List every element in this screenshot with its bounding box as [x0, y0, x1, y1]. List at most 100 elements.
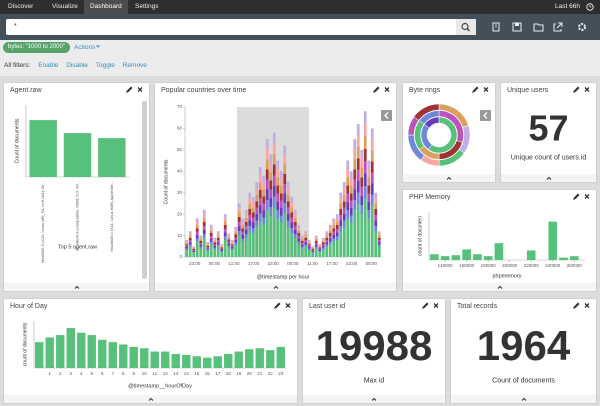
panel-icons[interactable]	[570, 299, 594, 313]
ring-segment	[424, 116, 440, 129]
x-axis-label: phpmemory	[492, 273, 521, 279]
y-axis-label: count of documen	[417, 216, 423, 256]
stacked-bar	[335, 214, 339, 257]
stacked-bar	[307, 239, 311, 257]
bar	[559, 257, 568, 260]
chevron	[74, 285, 79, 289]
chevron	[497, 285, 502, 289]
filter-link[interactable]: Disable	[66, 62, 88, 69]
x-axis-label: Top 5 agent.raw	[58, 244, 97, 250]
panel: Agent.raw Count of documents Top 5 agent.r…	[3, 82, 150, 292]
collapse-chevron	[74, 285, 79, 289]
panel-title: Popular countries over time	[161, 87, 247, 94]
stacked-bar	[304, 231, 308, 257]
filter-pill[interactable]: bytes: "1000 to 2000"	[3, 42, 70, 53]
bar	[98, 339, 107, 368]
close-icon	[285, 303, 291, 308]
stacked-bar	[370, 128, 374, 257]
filter-link[interactable]: Remove	[122, 62, 147, 69]
stacked-bar	[216, 231, 220, 257]
panel-icons[interactable]	[469, 83, 493, 97]
x-tick-label: 5	[90, 371, 93, 376]
panel-header: PHP Memory	[403, 190, 596, 204]
x-tick-label: 22	[268, 371, 274, 376]
x-tick-label: 21	[257, 371, 263, 376]
bar	[462, 249, 471, 260]
nav-tab[interactable]: Dashboard	[84, 0, 128, 14]
panel-body: 1964 Count of documents	[477, 322, 571, 384]
panel-icons[interactable]	[370, 83, 394, 97]
nav-tab[interactable]: Discover	[8, 3, 34, 10]
nav-tab[interactable]: Visualize	[52, 3, 78, 10]
close-icon	[433, 303, 439, 308]
close-icon	[584, 303, 590, 308]
x-tick-label: 05:00	[209, 261, 221, 266]
ring-segment	[413, 103, 440, 121]
x-tick-label: Mozilla/4.0 (compatible; MSIE 6.0; Wi...	[75, 181, 80, 251]
x-tick-label: 8	[122, 371, 125, 376]
bar	[473, 254, 482, 260]
edit-icon	[573, 86, 580, 93]
bar	[87, 335, 96, 368]
search-input[interactable]: *	[6, 19, 456, 35]
collapse-chevron	[371, 397, 377, 401]
stacked-bar	[220, 244, 224, 257]
filters-label: All filters:	[4, 62, 31, 69]
panel: Unique users 57 Unique count of users.id	[500, 82, 597, 183]
y-tick-label: 10	[177, 233, 183, 238]
panel-icons[interactable]	[123, 83, 147, 97]
legend-toggle	[381, 110, 392, 121]
bar	[77, 332, 86, 368]
close-icon	[137, 87, 143, 92]
x-tick-label: 6	[101, 371, 104, 376]
close-icon	[384, 87, 390, 92]
clock-icon[interactable]	[586, 3, 594, 11]
stacked-bar	[237, 203, 241, 257]
panel-icons[interactable]	[570, 190, 594, 204]
stacked-bar	[272, 132, 276, 257]
bar	[150, 351, 159, 368]
panel-icons[interactable]	[419, 299, 443, 313]
filter-actions: All filters: Enable Disable Toggle Remov…	[4, 61, 147, 71]
panel-footer	[403, 283, 596, 291]
stacked-bar	[311, 246, 315, 257]
x-tick-label: 2	[59, 371, 62, 376]
time-picker[interactable]: Last 66h	[555, 3, 580, 10]
panel-icons[interactable]	[570, 83, 594, 97]
x-tick-label: 200000	[502, 263, 518, 268]
panel-body: count of documen phpmemory 140000 160000 180…	[417, 212, 585, 279]
y-axis-label: Count of documents	[14, 118, 20, 163]
metric-label: Count of documents	[492, 377, 555, 384]
y-tick-label: 60	[177, 126, 183, 131]
x-tick-label: Mozilla/5.0 (X11; Linux x86_64; rv:6.0a1…	[40, 181, 45, 263]
y-tick-label: 40	[177, 168, 183, 173]
actions-label[interactable]: Actions	[74, 44, 96, 51]
panel-icons[interactable]	[271, 299, 295, 313]
x-tick-label: 20	[247, 371, 253, 376]
panel-title: Last user id	[309, 303, 346, 310]
toolbar-icons[interactable]	[488, 20, 593, 34]
panel: Last user id 19988 Max id	[302, 298, 446, 404]
search-bar: *	[0, 14, 600, 40]
stacked-bar	[342, 182, 346, 257]
chevron	[521, 397, 526, 401]
stacked-bar	[349, 171, 353, 257]
stacked-bar	[251, 197, 255, 257]
stacked-bar	[255, 182, 259, 257]
filter-link[interactable]: Toggle	[95, 62, 115, 69]
stacked-bar	[360, 149, 364, 257]
stacked-bar	[206, 242, 210, 257]
filter-link[interactable]: Enable	[38, 62, 59, 69]
x-axis-label: @timestamp per hour	[257, 274, 310, 280]
bar	[224, 353, 233, 368]
stacked-bar	[227, 233, 231, 257]
nav-tab[interactable]: Settings	[135, 3, 159, 10]
actions-menu[interactable]: Actions	[74, 42, 101, 53]
search-button[interactable]	[456, 19, 476, 35]
close-icon	[483, 87, 489, 92]
panel-body: 57 Unique count of users.id	[511, 107, 587, 161]
bar	[29, 120, 57, 177]
edit-icon	[274, 302, 281, 309]
